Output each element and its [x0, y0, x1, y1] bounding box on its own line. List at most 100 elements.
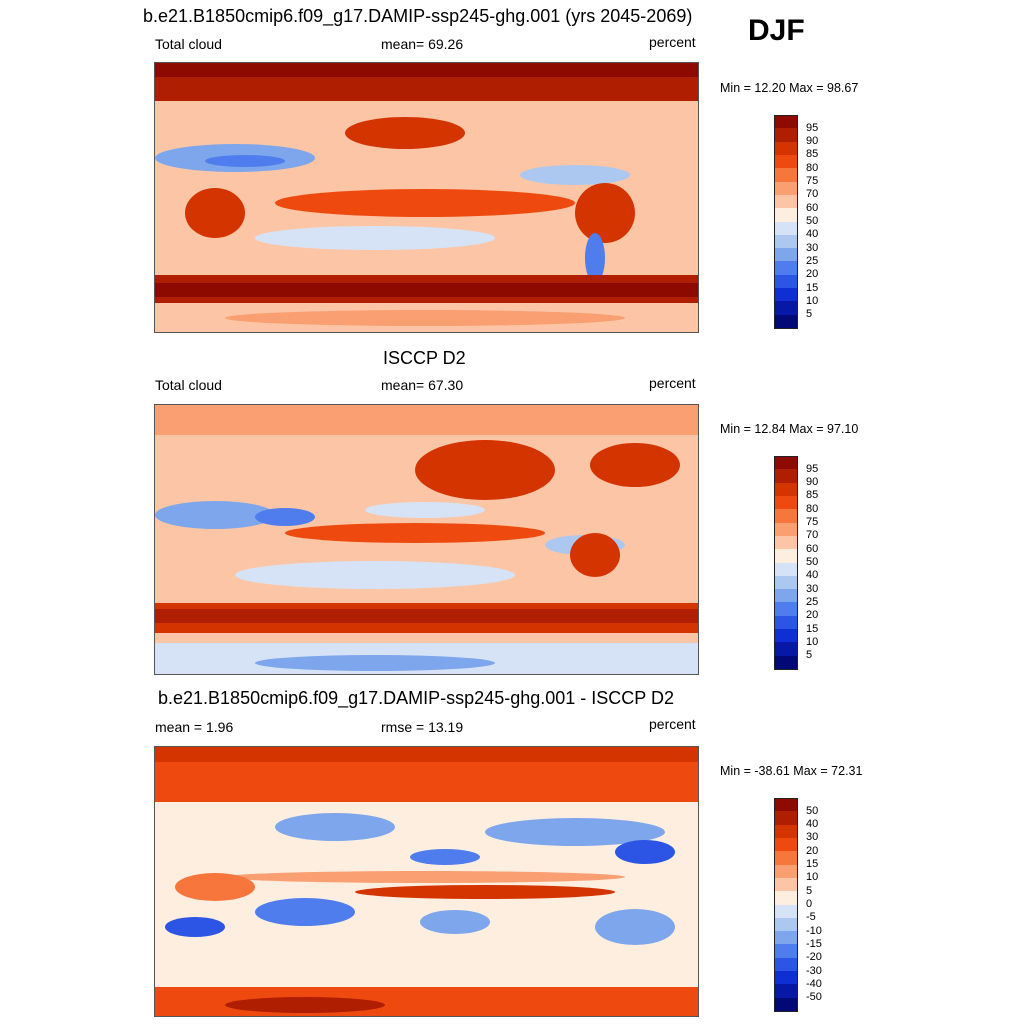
panel-2-minmax: Min = 12.84 Max = 97.10: [720, 422, 859, 436]
colorbar-swatch: [774, 549, 798, 563]
colorbar-tick-label: 85: [806, 489, 819, 502]
panel-1-minmax: Min = 12.20 Max = 98.67: [720, 81, 859, 95]
colorbar-swatch: [774, 984, 798, 999]
colorbar-swatch: [774, 141, 798, 156]
panel-3-mean-label: mean = 1.96: [155, 719, 234, 735]
colorbar-swatch: [774, 864, 798, 879]
colorbar-swatch: [774, 944, 798, 959]
colorbar-tick-label: 85: [806, 148, 819, 161]
colorbar-tick-label: 40: [806, 818, 819, 831]
colorbar-swatch: [774, 208, 798, 222]
colorbar-tick-label: 80: [806, 502, 819, 515]
colorbar-swatch: [774, 891, 798, 905]
colorbar-swatch: [774, 971, 798, 985]
colorbar-tick-label: 95: [806, 462, 819, 475]
colorbar-tick-label: 90: [806, 476, 819, 489]
colorbar-tick-label: 90: [806, 135, 819, 148]
colorbar-swatch: [774, 798, 798, 812]
panel-1-map-canvas: [155, 63, 698, 332]
colorbar-swatch: [774, 495, 798, 510]
panel-2-title: ISCCP D2: [383, 348, 466, 368]
colorbar-swatch: [774, 997, 798, 1012]
colorbar-swatch: [774, 469, 798, 484]
colorbar-swatch: [774, 456, 798, 470]
colorbar-tick-label: 20: [806, 844, 819, 857]
colorbar-swatch: [774, 115, 798, 129]
colorbar-tick-label: 40: [806, 228, 819, 241]
colorbar-tick-label: -10: [806, 924, 822, 937]
colorbar-tick-label: 75: [806, 175, 819, 188]
colorbar-swatch: [774, 811, 798, 826]
colorbar-swatch: [774, 314, 798, 329]
panel-1-units-label: percent: [649, 34, 696, 50]
panel-3-map-canvas: [155, 747, 698, 1016]
colorbar-tick-label: -15: [806, 937, 822, 950]
panel-2-map: [154, 404, 699, 675]
colorbar-tick-label: 20: [806, 268, 819, 281]
panel-2-mean-label: mean= 67.30: [381, 377, 464, 393]
panel-1-map: [154, 62, 699, 333]
panel-2-units-label: percent: [649, 375, 696, 391]
colorbar-tick-label: 10: [806, 635, 819, 648]
colorbar-tick-label: 95: [806, 121, 819, 134]
colorbar-swatch: [774, 589, 798, 603]
colorbar-tick-label: 20: [806, 609, 819, 622]
colorbar-swatch: [774, 154, 798, 169]
colorbar-tick-label: 30: [806, 582, 819, 595]
colorbar-swatch: [774, 957, 798, 972]
panel-3-units-label: percent: [649, 716, 696, 732]
panel-3-title: b.e21.B1850cmip6.f09_g17.DAMIP-ssp245-gh…: [158, 688, 674, 708]
colorbar-tick-label: 5: [806, 649, 813, 662]
panel-1-title: b.e21.B1850cmip6.f09_g17.DAMIP-ssp245-gh…: [143, 6, 693, 26]
panel-3-colorbar: 50 40 30 20 15 10 5 0 -5 -10 -15 -20 -30 -40 -50: [774, 798, 822, 1012]
colorbar-swatch: [774, 168, 798, 183]
colorbar-swatch: [774, 274, 798, 289]
colorbar-swatch: [774, 642, 798, 657]
colorbar-tick-label: 70: [806, 188, 819, 201]
colorbar-tick-label: 70: [806, 529, 819, 542]
colorbar-swatch: [774, 824, 798, 839]
colorbar-tick-label: -50: [806, 991, 822, 1004]
colorbar-swatch: [774, 221, 798, 236]
colorbar-swatch: [774, 181, 798, 196]
panel-2-map-canvas: [155, 405, 698, 674]
colorbar-tick-label: 40: [806, 569, 819, 582]
colorbar-swatch: [774, 301, 798, 316]
colorbar-tick-label: 10: [806, 871, 819, 884]
colorbar-tick-label: 30: [806, 831, 819, 844]
colorbar-tick-label: 80: [806, 161, 819, 174]
colorbar-swatch: [774, 234, 798, 249]
colorbar-tick-label: 10: [806, 294, 819, 307]
panel-1-variable-label: Total cloud: [155, 36, 222, 52]
colorbar-swatch: [774, 931, 798, 945]
colorbar-tick-label: 50: [806, 215, 819, 227]
colorbar-tick-label: 15: [806, 622, 819, 635]
colorbar-swatch: [774, 837, 798, 852]
colorbar-swatch: [774, 509, 798, 524]
colorbar-swatch: [774, 917, 798, 932]
colorbar-tick-label: 50: [806, 804, 819, 817]
panel-3-rmse-label: rmse = 13.19: [381, 719, 464, 735]
colorbar-swatch: [774, 602, 798, 617]
panel-3-minmax: Min = -38.61 Max = 72.31: [720, 764, 863, 778]
colorbar-swatch: [774, 261, 798, 276]
panel-3-map: [154, 746, 699, 1017]
colorbar-tick-label: 5: [806, 308, 813, 321]
colorbar-tick-label: -40: [806, 977, 822, 990]
colorbar-swatch: [774, 288, 798, 302]
colorbar-swatch: [774, 575, 798, 590]
panel-1-mean-label: mean= 69.26: [381, 36, 464, 52]
colorbar-tick-label: 15: [806, 281, 819, 294]
colorbar-swatch: [774, 482, 798, 497]
panel-2-variable-label: Total cloud: [155, 377, 222, 393]
colorbar-tick-label: 25: [806, 595, 819, 608]
colorbar-swatch: [774, 194, 798, 209]
colorbar-swatch: [774, 877, 798, 892]
panel-1-colorbar: 95 90 85 80 75 70 60 50 40 30 25 20 15 10 5: [774, 115, 818, 329]
colorbar-tick-label: 30: [806, 241, 819, 254]
colorbar-tick-label: 60: [806, 201, 819, 214]
colorbar-swatch: [774, 128, 798, 143]
colorbar-swatch: [774, 248, 798, 262]
colorbar-tick-label: -5: [806, 911, 816, 924]
colorbar-tick-label: 15: [806, 858, 819, 871]
